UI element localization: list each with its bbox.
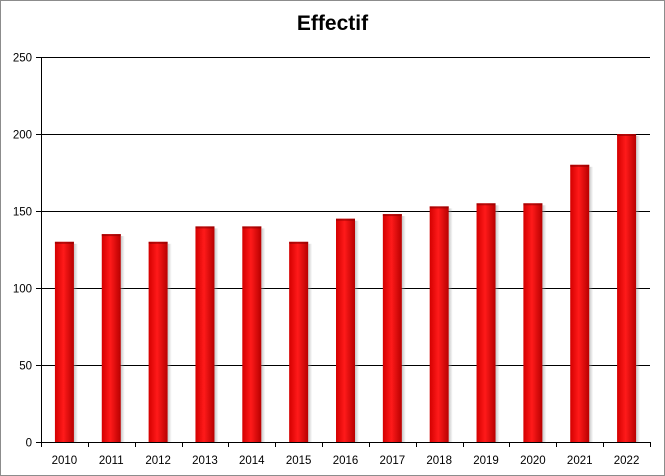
x-tick-label: 2016 [333, 455, 359, 467]
y-tick-label: 50 [19, 361, 32, 373]
bar-2014 [242, 226, 262, 442]
bar-shadow [73, 243, 78, 442]
bar-shadow [120, 236, 125, 442]
bar-top-edge [101, 234, 121, 237]
x-tick-label: 2014 [239, 455, 265, 467]
x-tick-label: 2021 [567, 455, 593, 467]
y-tick-label: 100 [13, 284, 32, 296]
bar-2011 [101, 234, 121, 442]
bar-shadow [589, 166, 594, 443]
x-tick-label: 2018 [426, 455, 452, 467]
x-tick-label: 2017 [380, 455, 406, 467]
y-tick-label: 0 [26, 438, 32, 450]
x-tick-label: 2022 [614, 455, 640, 467]
bar-2013 [195, 226, 215, 442]
y-tick-label: 250 [13, 53, 32, 65]
chart-title: Effectif [296, 12, 369, 35]
bar-top-edge [570, 164, 590, 167]
bar-shadow [542, 205, 547, 442]
x-tick-label: 2019 [473, 455, 499, 467]
bar-shadow [448, 208, 453, 442]
bar-2021 [570, 164, 590, 443]
bar-top-edge [242, 226, 262, 229]
bars [54, 134, 641, 443]
x-tick-label: 2010 [52, 455, 78, 467]
bar-top-edge [429, 206, 449, 209]
x-axis-ticks: 2010 2011 2012 2013 2014 2015 2016 2017 2018 2019… [52, 442, 651, 467]
bar-shadow [167, 243, 172, 442]
bar-2020 [523, 203, 543, 442]
y-tick-label: 200 [13, 130, 32, 142]
x-tick-label: 2015 [286, 455, 312, 467]
bar-shadow [308, 243, 313, 442]
x-tick-label: 2013 [192, 455, 218, 467]
bar-2017 [382, 214, 402, 442]
bar-2016 [336, 218, 355, 442]
bar-top-edge [617, 134, 637, 136]
bar-2012 [148, 241, 168, 442]
bar-top-edge [195, 226, 215, 229]
bar-2015 [289, 241, 309, 442]
bar-2019 [476, 203, 496, 442]
x-tick-label: 2020 [520, 455, 546, 467]
bar-shadow [401, 216, 406, 442]
bar-top-edge [382, 214, 402, 217]
bar-top-edge [54, 241, 74, 244]
bar-2010 [54, 241, 74, 442]
bar-top-edge [289, 241, 309, 244]
y-tick-label: 150 [13, 207, 32, 219]
x-tick-label: 2012 [145, 455, 171, 467]
bar-shadow [214, 228, 219, 442]
x-tick-label: 2011 [99, 455, 124, 467]
bar-shadow [495, 205, 500, 442]
bar-shadow [261, 228, 266, 442]
bar-2022 [617, 134, 637, 442]
bar-shadow [355, 220, 359, 442]
bar-shadow [636, 136, 641, 442]
y-axis-ticks: 0 50 100 150 200 250 [13, 53, 32, 450]
bar-top-edge [336, 218, 355, 221]
bar-top-edge [523, 203, 543, 206]
bar-top-edge [476, 203, 496, 206]
bar-top-edge [148, 241, 168, 244]
bar-2018 [429, 206, 449, 442]
